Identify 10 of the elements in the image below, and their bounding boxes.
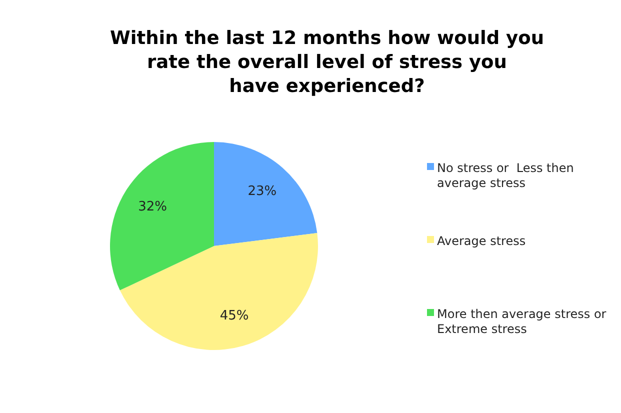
data-label: 32% <box>138 200 167 215</box>
legend-label: No stress or Less then average stress <box>437 161 574 190</box>
data-label: 45% <box>220 308 249 324</box>
legend-label: Average stress <box>437 234 526 248</box>
pie-slice <box>110 142 214 290</box>
chart-title: Within the last 12 months how would you rate the overall level of stress you have experienced? <box>110 28 544 97</box>
data-label: 23% <box>248 184 277 199</box>
pie-slice <box>214 142 318 246</box>
legend-label: More then average stress or Extreme stress <box>437 307 606 336</box>
pie-slice <box>120 232 318 350</box>
